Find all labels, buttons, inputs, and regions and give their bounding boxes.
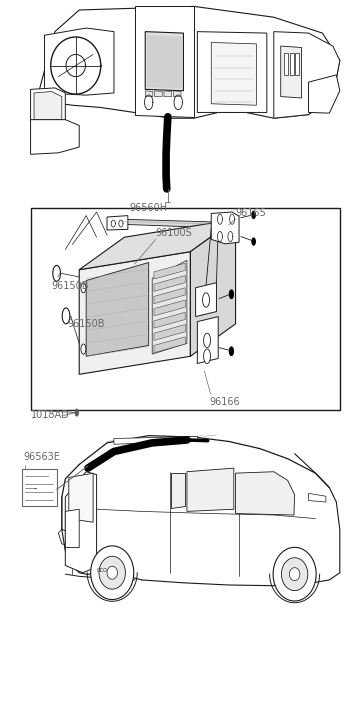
Text: GCO: GCO <box>96 568 107 573</box>
Polygon shape <box>79 220 235 270</box>
Polygon shape <box>154 263 185 279</box>
Polygon shape <box>252 238 255 245</box>
Polygon shape <box>44 28 114 95</box>
Polygon shape <box>173 91 181 97</box>
Bar <box>31 209 340 411</box>
Polygon shape <box>65 472 97 573</box>
Polygon shape <box>121 220 218 228</box>
Polygon shape <box>309 494 326 502</box>
Polygon shape <box>273 547 316 601</box>
Polygon shape <box>107 216 128 230</box>
Text: 96150B: 96150B <box>52 281 89 292</box>
Polygon shape <box>235 472 295 515</box>
Polygon shape <box>211 42 256 105</box>
Polygon shape <box>190 220 235 356</box>
Polygon shape <box>229 347 233 356</box>
Polygon shape <box>281 46 301 98</box>
Polygon shape <box>309 75 340 113</box>
Polygon shape <box>197 32 267 113</box>
Polygon shape <box>81 344 86 354</box>
Polygon shape <box>79 252 190 374</box>
Polygon shape <box>152 260 187 354</box>
Polygon shape <box>211 212 239 244</box>
Polygon shape <box>196 283 216 316</box>
Polygon shape <box>171 473 185 507</box>
Polygon shape <box>107 566 118 579</box>
Polygon shape <box>53 265 60 281</box>
Polygon shape <box>252 212 255 219</box>
Polygon shape <box>135 7 194 117</box>
Polygon shape <box>164 91 172 97</box>
Polygon shape <box>204 349 210 364</box>
Polygon shape <box>154 313 185 328</box>
Text: 96165: 96165 <box>235 208 266 218</box>
Polygon shape <box>154 300 185 316</box>
Polygon shape <box>284 53 288 75</box>
Polygon shape <box>145 91 153 97</box>
Polygon shape <box>81 283 86 293</box>
Polygon shape <box>75 409 78 416</box>
Polygon shape <box>65 509 79 547</box>
Polygon shape <box>229 290 233 299</box>
Polygon shape <box>289 568 300 581</box>
Polygon shape <box>154 324 185 340</box>
Polygon shape <box>290 53 294 75</box>
Polygon shape <box>155 91 162 97</box>
Bar <box>22 469 56 506</box>
Polygon shape <box>31 88 65 122</box>
Polygon shape <box>147 35 182 89</box>
Polygon shape <box>114 436 197 444</box>
Polygon shape <box>69 473 93 522</box>
Polygon shape <box>274 32 340 119</box>
Polygon shape <box>31 120 79 154</box>
Polygon shape <box>197 316 218 364</box>
Polygon shape <box>154 276 185 292</box>
Text: 96100S: 96100S <box>156 228 192 238</box>
Polygon shape <box>99 556 125 589</box>
Polygon shape <box>281 558 308 590</box>
Text: 96150B: 96150B <box>67 318 104 329</box>
Polygon shape <box>34 92 62 120</box>
Polygon shape <box>154 337 185 353</box>
Polygon shape <box>203 293 210 308</box>
Polygon shape <box>187 468 234 511</box>
Text: 96560H: 96560H <box>130 204 168 213</box>
Text: 96563E: 96563E <box>24 452 60 462</box>
Text: 96166: 96166 <box>210 398 240 407</box>
Polygon shape <box>62 308 70 324</box>
Text: 1018AD: 1018AD <box>31 411 69 420</box>
Polygon shape <box>295 53 299 75</box>
Polygon shape <box>145 32 184 91</box>
Polygon shape <box>91 546 134 600</box>
Polygon shape <box>86 262 149 356</box>
Polygon shape <box>204 333 210 348</box>
Polygon shape <box>154 288 185 304</box>
